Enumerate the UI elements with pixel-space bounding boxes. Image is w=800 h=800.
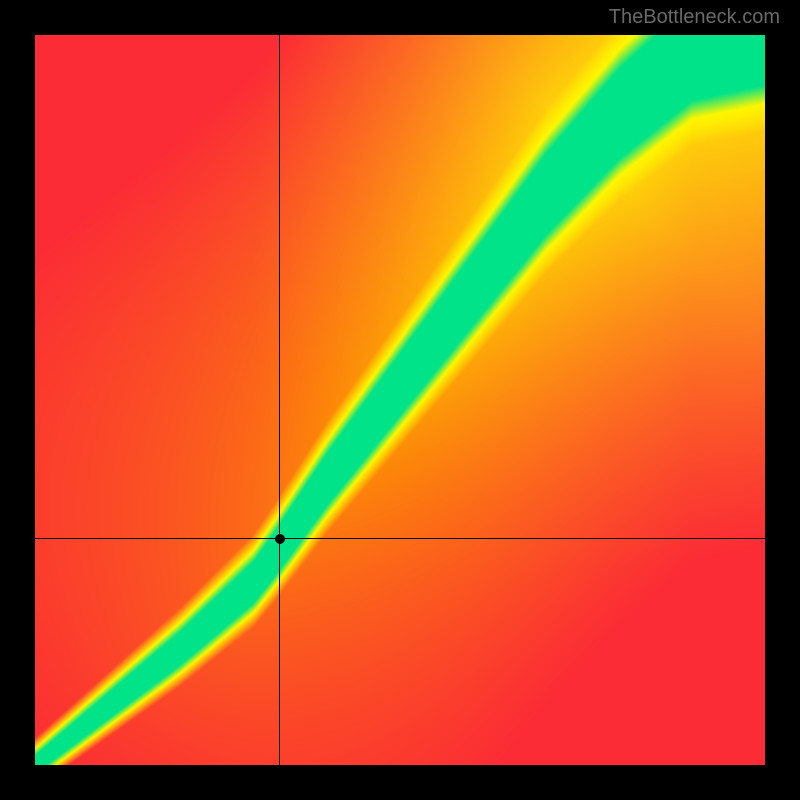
crosshair-horizontal <box>35 538 765 539</box>
heatmap-plot <box>35 35 765 765</box>
watermark-text: TheBottleneck.com <box>609 6 780 29</box>
chart-container: TheBottleneck.com <box>0 0 800 800</box>
crosshair-vertical <box>279 35 280 765</box>
heatmap-canvas <box>35 35 765 765</box>
crosshair-marker <box>275 534 285 544</box>
